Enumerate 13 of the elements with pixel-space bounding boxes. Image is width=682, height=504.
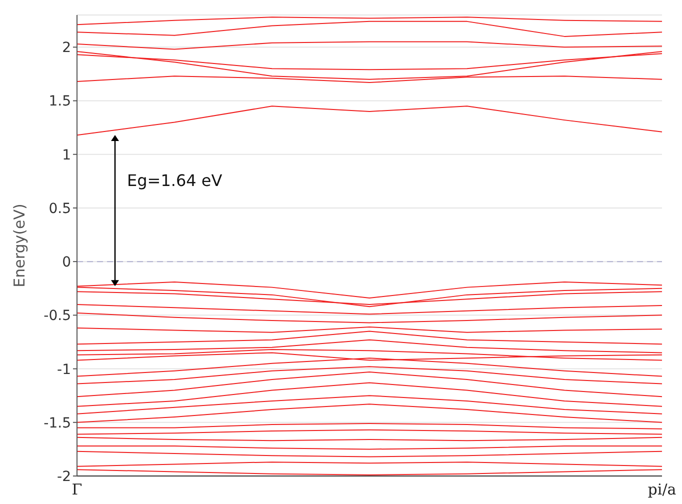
y-tick-label: -2 — [57, 468, 71, 485]
x-tick-label: Γ — [72, 480, 82, 499]
annotation: Eg=1.64 eV — [127, 170, 222, 190]
y-tick-label: 1.5 — [48, 94, 71, 110]
y-tick-label: 0.5 — [48, 200, 71, 217]
y-tick-label: 0 — [62, 254, 71, 271]
y-tick-label: -1.5 — [44, 415, 71, 432]
y-tick-label: -1 — [57, 362, 71, 378]
y-tick-label: -0.5 — [44, 308, 71, 324]
y-axis-title: Energy(eV) — [10, 204, 28, 288]
y-tick-label: 2 — [62, 40, 71, 56]
x-tick-label: pi/a — [648, 480, 676, 499]
y-tick-label: 1 — [62, 147, 71, 164]
